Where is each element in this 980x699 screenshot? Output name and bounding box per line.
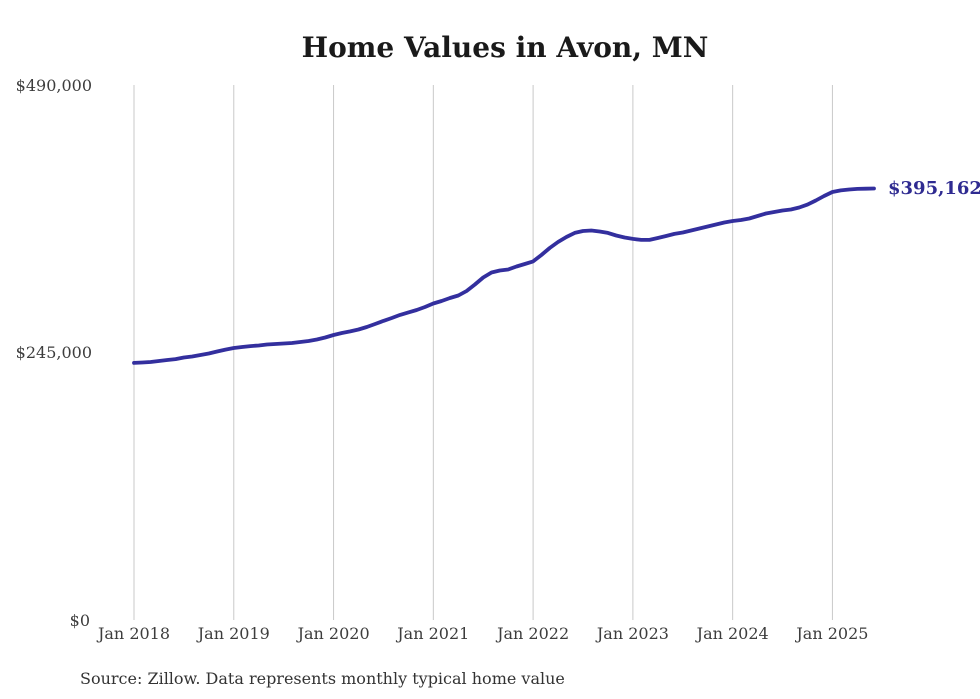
y-tick-label-0: $0	[70, 611, 90, 630]
home-value-line	[132, 186, 876, 365]
x-tick-label-2023: Jan 2023	[595, 624, 669, 643]
source-note: Source: Zillow. Data represents monthly …	[80, 669, 565, 688]
x-tick-label-2018: Jan 2018	[96, 624, 170, 643]
x-tick-label-2021: Jan 2021	[395, 624, 469, 643]
y-tick-label-245000: $245,000	[16, 343, 92, 362]
y-tick-label-490000: $490,000	[16, 76, 92, 95]
chart-title: Home Values in Avon, MN	[302, 31, 709, 64]
x-tick-label-2020: Jan 2020	[296, 624, 370, 643]
x-tick-label-2022: Jan 2022	[495, 624, 569, 643]
x-tick-label-2024: Jan 2024	[695, 624, 769, 643]
x-tick-label-2025: Jan 2025	[794, 624, 868, 643]
y-axis-labels: $490,000 $245,000 $0	[16, 76, 92, 630]
year-gridlines	[133, 85, 833, 620]
x-axis-labels: Jan 2018 Jan 2019 Jan 2020 Jan 2021 Jan …	[96, 624, 868, 643]
end-value-label: $395,162	[888, 178, 980, 199]
x-tick-label-2019: Jan 2019	[196, 624, 270, 643]
